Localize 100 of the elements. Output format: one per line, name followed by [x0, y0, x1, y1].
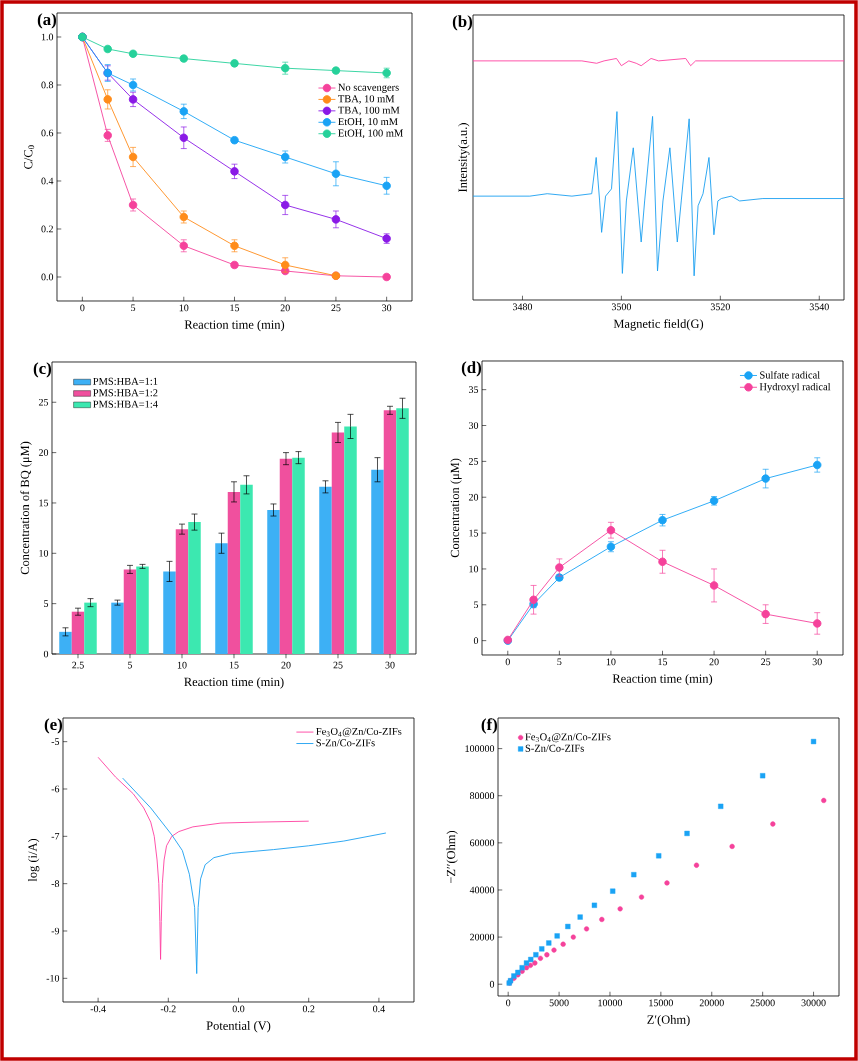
y-tick-label: 5	[474, 601, 479, 609]
x-tick-label: 0.0	[232, 1005, 245, 1013]
y-tick-label: 1.0	[41, 33, 54, 41]
x-axis-title: Reaction time (min)	[612, 674, 713, 686]
y-tick-label: 40000	[469, 886, 495, 894]
y-tick-label: 0.0	[41, 273, 54, 281]
y-axis-title: Intensity(a.u.)	[458, 123, 470, 192]
x-tick-label: 5	[557, 658, 562, 666]
legend-label: TBA, 10 mM	[338, 95, 395, 104]
legend-label: EtOH, 10 mM	[338, 118, 398, 127]
y-tick-label: 0	[43, 650, 49, 658]
legend-label: PMS:HBA=1:1	[93, 377, 158, 385]
text: (e)	[44, 718, 63, 734]
x-tick-label: 20	[709, 658, 719, 666]
x-tick-label: 5000	[549, 999, 569, 1007]
x-tick-label: 0	[80, 304, 85, 312]
y-tick-label: 0.8	[41, 81, 54, 89]
y-axis-title: Concentration (μM)	[450, 458, 462, 558]
y-tick-label: 15	[469, 529, 479, 537]
x-axis-title: Reaction time (min)	[184, 677, 284, 689]
x-tick-label: 30000	[801, 999, 826, 1007]
y-tick-label: -7	[51, 833, 60, 840]
text: (a)	[37, 13, 57, 29]
x-tick-label: 15	[230, 304, 240, 312]
x-tick-label: 10	[179, 304, 189, 312]
y-tick-label: 35	[469, 386, 479, 394]
y-tick-label: -10	[46, 974, 60, 982]
legend-label: S-Zn/Co-ZIFs	[316, 739, 375, 747]
x-tick-label: 30	[382, 304, 392, 312]
x-tick-label: 30	[812, 658, 822, 666]
x-tick-label: 0	[506, 999, 511, 1007]
legend-label: Hydroxyl radical	[759, 382, 831, 393]
y-tick-label: 60000	[470, 839, 495, 847]
y-tick-label: 25	[38, 398, 49, 406]
legend-label: TBA, 100 mM	[338, 106, 400, 116]
y-tick-label: 0.6	[41, 129, 54, 137]
legend-label: Fe$_{3}$O$_{4}$@Zn/Co-ZIFs	[525, 733, 611, 743]
x-tick-label: 10	[177, 661, 187, 669]
x-tick-label: -0.4	[90, 1005, 106, 1013]
x-axis-title: Z′(Ohm)	[647, 1015, 690, 1027]
text: (d)	[461, 361, 482, 377]
x-tick-label: 3480	[512, 303, 533, 311]
y-axis-title: −Z′′(Ohm)	[446, 830, 458, 883]
legend-label: No scavengers	[338, 83, 399, 93]
y-tick-label: -8	[51, 880, 60, 888]
y-tick-label: 0.4	[41, 177, 54, 185]
x-tick-label: 5	[128, 661, 133, 669]
text: (c)	[33, 362, 52, 378]
x-tick-label: 25	[333, 661, 343, 669]
x-tick-label: 15	[229, 661, 239, 669]
text: (b)	[452, 15, 473, 31]
y-tick-label: 30	[469, 422, 479, 429]
y-tick-label: 25	[468, 458, 479, 465]
y-tick-label: 20	[468, 493, 479, 501]
x-tick-label: -0.2	[160, 1005, 176, 1013]
x-tick-label: 25	[331, 304, 341, 312]
x-tick-label: 25	[761, 658, 771, 666]
y-tick-label: 15	[39, 499, 49, 507]
legend-label: PMS:HBA=1:2	[93, 389, 158, 397]
x-axis-title: Reaction time (min)	[184, 320, 285, 332]
x-tick-label: 0.2	[302, 1005, 315, 1013]
y-tick-label: 10	[39, 549, 49, 557]
x-axis-title: Magnetic field(G)	[613, 319, 704, 331]
y-tick-label: 0	[489, 980, 495, 988]
legend-label: Sulfate radical	[760, 371, 820, 379]
x-tick-label: 20	[281, 661, 291, 669]
x-tick-label: 25000	[750, 999, 775, 1007]
x-tick-label: 30	[385, 661, 395, 669]
x-tick-label: 3520	[710, 303, 730, 311]
y-tick-label: 100000	[465, 745, 495, 752]
x-tick-label: 0	[505, 658, 510, 666]
y-axis-title: C/C$_{0}$	[24, 145, 35, 169]
y-axis-title: log (i/A)	[28, 838, 40, 882]
x-tick-label: 10	[606, 658, 616, 666]
text: (f)	[481, 718, 498, 734]
x-tick-label: 10000	[598, 999, 623, 1007]
y-tick-label: 20000	[470, 933, 495, 941]
x-tick-label: 15	[658, 658, 668, 666]
x-tick-label: 3540	[809, 303, 829, 311]
x-tick-label: 2.5	[72, 661, 84, 669]
legend-label: PMS:HBA=1:4	[93, 400, 158, 408]
y-tick-label: -6	[51, 785, 60, 793]
x-tick-label: 3500	[611, 303, 631, 311]
y-tick-label: 0	[473, 637, 479, 645]
y-tick-label: -9	[51, 927, 60, 935]
y-tick-label: 20	[38, 449, 49, 456]
y-tick-label: 0.2	[41, 225, 53, 233]
legend-label: S-Zn/Co-ZIFs	[525, 744, 584, 752]
x-tick-label: 20000	[699, 999, 724, 1007]
y-tick-label: -5	[51, 738, 60, 745]
x-tick-label: 15000	[649, 999, 673, 1007]
y-tick-label: 10	[469, 565, 479, 573]
x-axis-title: Potential (V)	[206, 1021, 271, 1033]
y-tick-label: 5	[44, 600, 49, 607]
legend-label: Fe$_{3}$O$_{4}$@Zn/Co-ZIFs	[316, 727, 402, 737]
x-tick-label: 5	[131, 304, 136, 312]
x-tick-label: 20	[280, 304, 290, 312]
y-tick-label: 80000	[469, 792, 495, 800]
y-axis-title: Concentration of BQ (μM)	[20, 441, 32, 575]
legend-label: EtOH, 100 mM	[338, 129, 403, 139]
